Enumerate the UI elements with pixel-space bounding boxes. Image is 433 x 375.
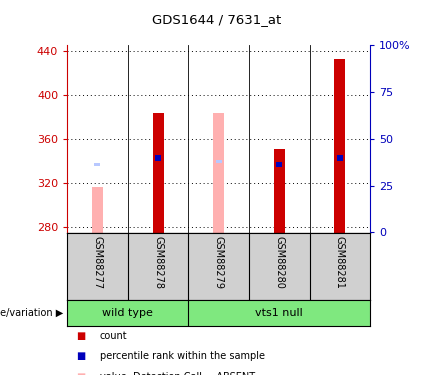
Bar xyxy=(337,155,343,161)
Text: GSM88280: GSM88280 xyxy=(274,236,284,289)
Text: GSM88277: GSM88277 xyxy=(92,236,103,289)
Bar xyxy=(216,160,222,163)
Text: ■: ■ xyxy=(76,372,85,375)
Bar xyxy=(94,163,100,166)
Bar xyxy=(155,155,161,161)
Text: genotype/variation ▶: genotype/variation ▶ xyxy=(0,308,63,318)
Bar xyxy=(213,113,224,232)
Text: ■: ■ xyxy=(76,351,85,361)
Text: value, Detection Call = ABSENT: value, Detection Call = ABSENT xyxy=(100,372,255,375)
Text: vts1 null: vts1 null xyxy=(255,308,303,318)
Text: ■: ■ xyxy=(76,331,85,340)
Text: count: count xyxy=(100,331,127,340)
Bar xyxy=(334,59,346,232)
Bar xyxy=(92,187,103,232)
Bar xyxy=(152,113,164,232)
Text: GSM88278: GSM88278 xyxy=(153,236,163,289)
Text: GSM88279: GSM88279 xyxy=(213,236,224,289)
Text: wild type: wild type xyxy=(102,308,153,318)
Text: GDS1644 / 7631_at: GDS1644 / 7631_at xyxy=(152,13,281,26)
Bar xyxy=(276,162,282,167)
Text: percentile rank within the sample: percentile rank within the sample xyxy=(100,351,265,361)
Bar xyxy=(274,148,285,232)
Text: GSM88281: GSM88281 xyxy=(335,236,345,289)
